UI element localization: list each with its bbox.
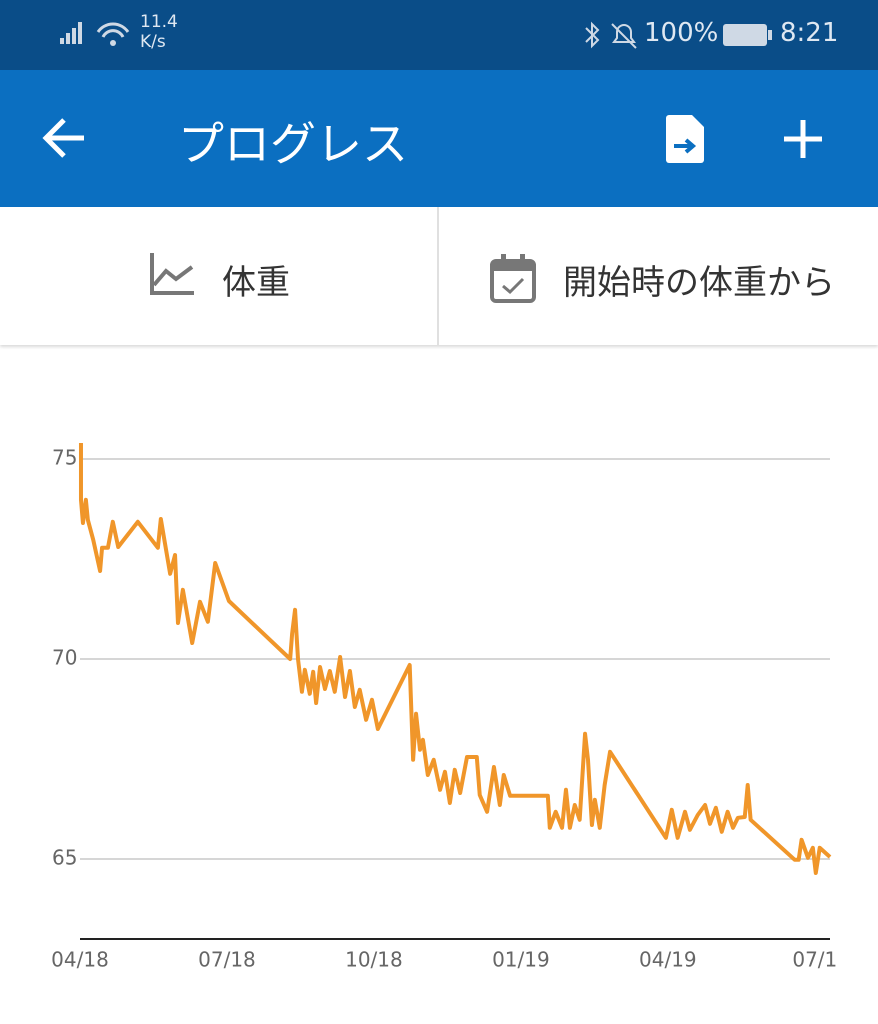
x-tick-label: 07/1 (792, 948, 837, 972)
y-tick-label: 70 (52, 646, 77, 670)
chart-icon (150, 253, 194, 295)
tab-divider (437, 207, 439, 345)
tab-label: 開始時の体重から (563, 263, 835, 303)
x-tick-label: 04/18 (51, 948, 109, 972)
clock: 8:21 (780, 18, 839, 48)
battery-text: 100% (644, 18, 719, 48)
battery-icon (723, 24, 772, 46)
tab-weight[interactable]: 体重 (0, 207, 438, 345)
chart: 65 70 75 04/18 07/18 10/18 01/19 04/19 07/1 (51, 443, 837, 972)
export-button[interactable] (664, 114, 706, 164)
app-title: プログレス (178, 117, 408, 171)
signal-wifi-icons (60, 22, 130, 46)
tab-label: 体重 (222, 263, 290, 303)
status-bar: 11.4 K/s 100% 8:21 (0, 0, 878, 70)
tab-range[interactable]: 開始時の体重から (439, 207, 878, 345)
net-speed: 11.4 K/s (140, 12, 178, 52)
x-tick-label: 01/19 (492, 948, 550, 972)
tab-bar: 体重 開始時の体重から (0, 207, 878, 345)
y-tick-label: 65 (52, 846, 77, 870)
y-tick-label: 75 (52, 446, 77, 470)
calendar-icon (490, 254, 536, 303)
x-tick-label: 04/19 (639, 948, 697, 972)
x-tick-label: 10/18 (345, 948, 403, 972)
back-button[interactable] (42, 118, 88, 158)
speed-value: 11.4 (140, 12, 178, 32)
app-bar: プログレス (0, 70, 878, 207)
x-tick-label: 07/18 (198, 948, 256, 972)
add-button[interactable] (782, 118, 824, 160)
bt-bell-icons (585, 21, 637, 49)
data-line (78, 443, 832, 875)
speed-unit: K/s (140, 32, 166, 52)
